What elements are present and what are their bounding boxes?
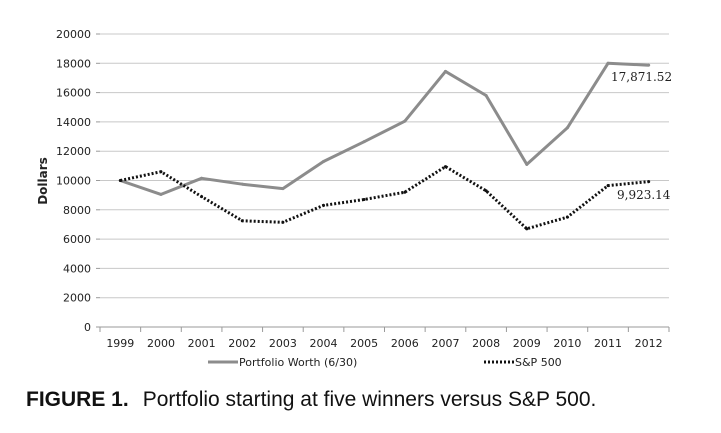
series-lines <box>118 61 651 231</box>
x-tick-label: 2002 <box>228 337 256 350</box>
data-point <box>159 192 163 196</box>
data-point <box>240 219 244 223</box>
data-point <box>200 195 204 199</box>
x-tick-label: 2007 <box>431 337 459 350</box>
x-tick-label: 2006 <box>391 337 419 350</box>
y-tick-label: 14000 <box>56 116 91 129</box>
series-line-0 <box>119 61 649 196</box>
y-tick-label: 0 <box>84 321 91 334</box>
data-point <box>159 170 163 174</box>
figure-label: FIGURE 1. <box>26 388 129 411</box>
y-tick-label: 16000 <box>56 87 91 100</box>
x-tick-label: 2010 <box>553 337 581 350</box>
data-point <box>484 94 488 98</box>
data-point <box>362 140 366 144</box>
data-point <box>443 69 447 73</box>
data-label-sp500-end: 9,923.14 <box>617 188 671 202</box>
grid-lines <box>100 33 669 299</box>
data-point <box>281 220 285 224</box>
y-tick-label: 8000 <box>63 204 91 217</box>
x-tick-label: 2000 <box>147 337 175 350</box>
y-tick-label: 6000 <box>63 233 91 246</box>
x-tick-label: 2009 <box>513 337 541 350</box>
data-point <box>647 180 651 184</box>
data-point <box>200 176 204 180</box>
data-point <box>281 187 285 191</box>
x-tick-label: 2008 <box>472 337 500 350</box>
x-tick-label: 2001 <box>188 337 216 350</box>
line-chart: 0 2000 4000 6000 8000 10000 12000 14000 16000 180… <box>36 28 672 369</box>
data-point <box>118 179 122 182</box>
legend-label-sp500: S&P 500 <box>515 356 562 369</box>
y-tick-label: 2000 <box>63 292 91 305</box>
x-axis-ticks: 1999 2000 2001 2002 2003 2004 2005 2006 2007 2008… <box>99 327 670 350</box>
data-point <box>525 227 529 231</box>
x-tick-label: 2012 <box>635 337 663 350</box>
data-point <box>565 215 569 219</box>
data-point <box>565 126 569 130</box>
data-point <box>443 165 447 169</box>
data-point <box>403 190 407 194</box>
x-tick-label: 2003 <box>269 337 297 350</box>
x-tick-label: 2011 <box>594 337 622 350</box>
y-tick-label: 10000 <box>56 175 91 188</box>
x-tick-label: 1999 <box>106 337 134 350</box>
y-tick-label: 12000 <box>56 145 91 158</box>
y-tick-label: 4000 <box>63 262 91 275</box>
legend: Portfolio Worth (6/30) S&P 500 <box>208 356 562 369</box>
data-point <box>484 189 488 193</box>
y-tick-label: 20000 <box>56 28 91 41</box>
data-point <box>606 184 610 188</box>
y-axis-label: Dollars <box>36 157 50 205</box>
data-point <box>525 162 529 166</box>
figure-caption: FIGURE 1. Portfolio starting at five winn… <box>26 388 596 412</box>
series-line-1 <box>119 165 649 231</box>
data-point <box>362 198 366 202</box>
data-point <box>403 119 407 123</box>
x-tick-label: 2004 <box>310 337 338 350</box>
data-point <box>322 203 326 207</box>
data-point <box>322 159 326 163</box>
legend-label-portfolio: Portfolio Worth (6/30) <box>239 356 357 369</box>
y-tick-label: 18000 <box>56 57 91 70</box>
data-point <box>240 182 244 186</box>
data-point <box>647 63 651 67</box>
figure-caption-text: Portfolio starting at five winners versu… <box>142 388 597 411</box>
y-axis-ticks: 0 2000 4000 6000 8000 10000 12000 14000 16000 180… <box>56 28 100 334</box>
x-tick-label: 2005 <box>350 337 378 350</box>
data-label-portfolio-end: 17,871.52 <box>611 70 672 84</box>
data-point <box>606 61 610 65</box>
